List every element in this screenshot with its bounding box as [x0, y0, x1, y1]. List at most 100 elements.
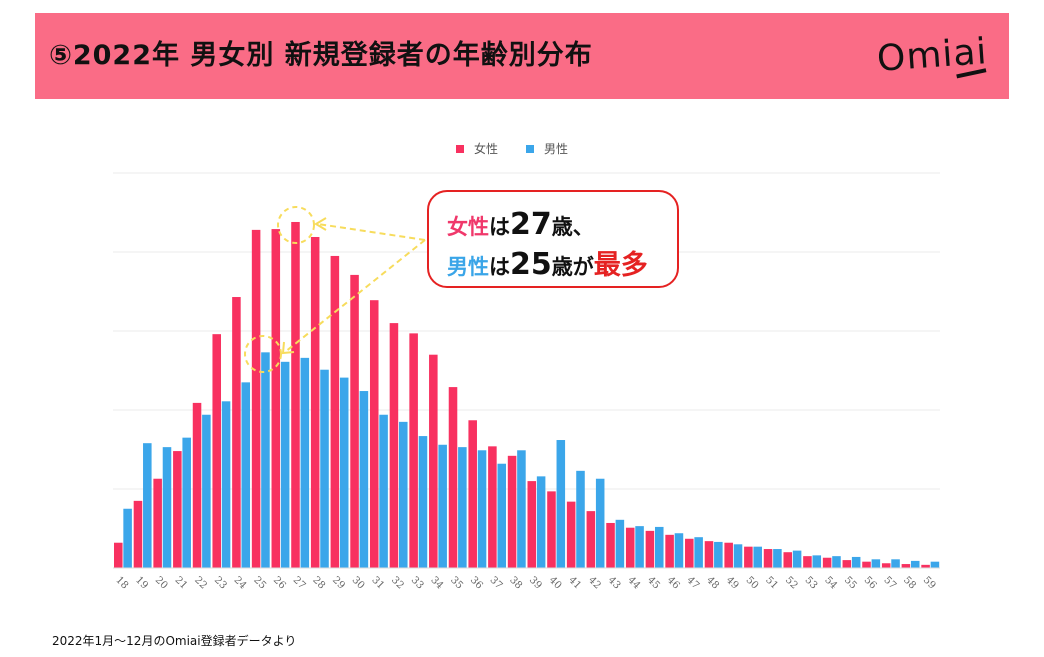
header-banner: ⑤2022年 男女別 新規登録者の年齢別分布 Omiai: [35, 13, 1009, 99]
annotation-arrow-female: [317, 223, 426, 241]
bar-female: [114, 542, 123, 568]
x-tick-label: 34: [428, 575, 445, 592]
callout-particle: は: [489, 255, 510, 279]
bar-male: [399, 421, 408, 568]
bar-female: [803, 556, 812, 568]
bar-female: [704, 541, 714, 568]
x-tick-label: 28: [310, 575, 327, 592]
bar-male: [339, 377, 349, 568]
female-swatch: [456, 145, 464, 153]
bar-male: [241, 382, 251, 568]
bar-female: [350, 274, 359, 568]
callout-suffix: 歳、: [551, 215, 594, 239]
bar-female: [586, 511, 596, 568]
x-tick-label: 56: [862, 575, 879, 592]
x-tick-label: 26: [271, 575, 288, 592]
x-tick-label: 42: [586, 575, 603, 592]
bar-male: [930, 561, 940, 568]
x-tick-label: 49: [724, 575, 741, 592]
footnote: 2022年1月〜12月のOmiai登録者データより: [52, 634, 297, 648]
bar-female: [625, 527, 635, 568]
x-tick-label: 31: [369, 575, 386, 592]
legend-item-female: 女性: [456, 140, 498, 157]
callout-male-label: 男性: [447, 255, 489, 279]
bar-male: [418, 436, 428, 568]
callout-line-female: 女性は27歳、: [447, 206, 677, 246]
x-tick-label: 44: [625, 575, 642, 592]
bar-male: [123, 508, 132, 568]
bar-female: [291, 221, 300, 569]
callout-box: 女性は27歳、 男性は25歳が最多: [427, 190, 679, 288]
x-tick-label: 30: [350, 575, 367, 592]
bar-female: [153, 478, 162, 568]
x-tick-label: 57: [881, 575, 898, 592]
x-tick-label: 43: [606, 575, 623, 592]
x-tick-label: 32: [389, 575, 406, 592]
x-tick-label: 52: [783, 575, 800, 592]
x-tick-label: 46: [665, 575, 682, 592]
bar-male: [576, 470, 585, 568]
male-swatch: [526, 145, 535, 153]
x-tick-label: 29: [330, 575, 347, 592]
x-tick-label: 48: [704, 575, 721, 592]
x-tick-label: 21: [172, 575, 189, 592]
bar-male: [536, 476, 546, 568]
bar-male: [182, 437, 191, 568]
highlight-circle-male: [244, 335, 282, 373]
bar-male: [910, 560, 920, 568]
bar-female: [429, 354, 438, 568]
bar-female: [822, 557, 832, 568]
bar-female: [389, 323, 399, 568]
x-tick-label: 50: [743, 575, 760, 592]
bar-male: [891, 559, 900, 568]
bar-male: [832, 556, 841, 568]
bar-male: [851, 556, 861, 568]
bar-female: [271, 229, 281, 568]
arrowhead-female: [314, 217, 327, 231]
bar-male: [635, 526, 644, 568]
x-tick-label: 59: [921, 575, 938, 592]
legend-label-male: 男性: [544, 142, 569, 156]
x-tick-label: 25: [251, 575, 268, 592]
bar-male: [615, 519, 625, 568]
bar-male: [773, 549, 782, 568]
bar-female: [192, 402, 202, 568]
bar-male: [359, 391, 369, 568]
bar-female: [173, 451, 182, 568]
x-tick-label: 40: [547, 575, 564, 592]
callout-female-label: 女性: [447, 215, 489, 239]
x-tick-label: 18: [113, 575, 130, 592]
bar-male: [202, 414, 211, 568]
x-tick-label: 47: [684, 575, 701, 592]
bar-male: [792, 550, 802, 568]
x-tick-label: 55: [842, 575, 859, 592]
bar-female: [212, 334, 221, 568]
callout-female-age: 27: [510, 207, 552, 242]
x-tick-label: 24: [232, 575, 249, 592]
x-tick-label: 20: [153, 575, 170, 592]
bar-female: [763, 549, 773, 568]
bar-female: [133, 500, 143, 568]
x-tick-label: 51: [763, 575, 780, 592]
callout-emphasis: 最多: [593, 250, 648, 281]
x-tick-label: 37: [488, 575, 505, 592]
callout-male-age: 25: [510, 247, 552, 282]
bar-female: [310, 236, 320, 569]
bar-female: [527, 481, 537, 568]
bar-male: [221, 401, 231, 568]
x-tick-label: 23: [212, 575, 229, 592]
callout-line-male: 男性は25歳が最多: [447, 246, 677, 286]
bar-female: [448, 387, 458, 568]
x-tick-label: 38: [507, 575, 524, 592]
bar-female: [606, 522, 615, 568]
bar-male: [753, 546, 762, 568]
bar-female: [685, 538, 694, 568]
bar-male: [300, 357, 310, 568]
bar-male: [556, 440, 566, 568]
bar-female: [901, 564, 911, 568]
legend-item-male: 男性: [526, 140, 568, 157]
bar-male: [654, 526, 664, 568]
bar-female: [330, 255, 340, 568]
bar-male: [733, 544, 743, 568]
